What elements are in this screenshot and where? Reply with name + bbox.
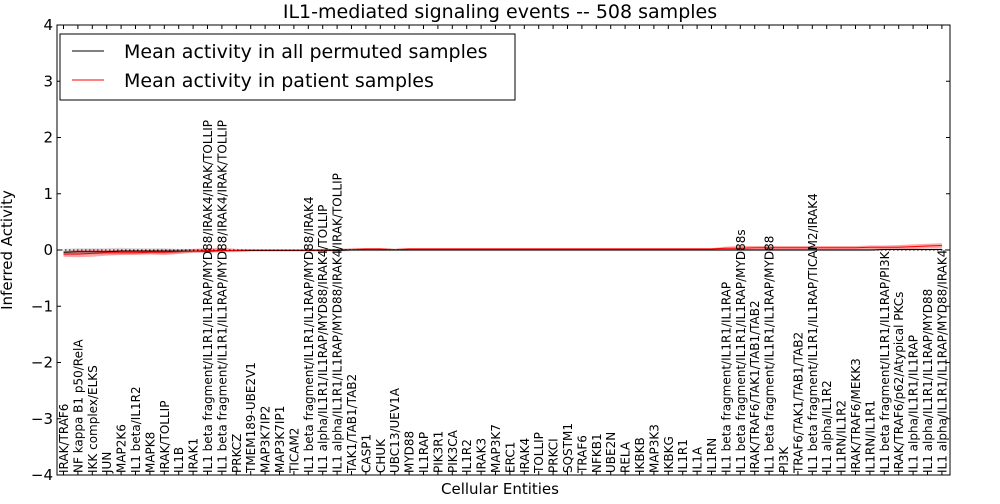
x-tick-label: TAK1/TAB1/TAB2 [345,374,359,474]
x-tick-label: PIK3R1 [431,431,445,473]
x-tick-label: CHUK [374,438,388,473]
y-tick-label: 1 [43,185,53,203]
x-tick-label: NFKB1 [590,433,604,473]
y-tick-label: 2 [43,129,53,147]
legend: Mean activity in all permuted samples Me… [59,33,516,101]
x-tick-label: IL1RN/IL1R1 [863,400,877,473]
legend-box [59,33,516,101]
x-tick-label: IRAK/TRAF6/TAK1/TAB1/TAB2 [748,300,762,473]
x-tick-label: IRAK/TRAF6/p62/Atypical PKCs [892,292,906,473]
x-tick-label: IL1 alpha/IL1R1/IL1RAP/MYD88/IRAK4/TOLLI… [316,205,330,473]
y-tick-label: 4 [43,16,53,34]
x-tick-label: IL1 beta fragment/IL1R1/IL1RAP/MYD88/IRA… [201,120,215,473]
x-tick-label: MAPK8 [143,432,157,473]
x-tick-label: MAP3K7 [489,424,503,473]
x-tick-label: SQSTM1 [561,423,575,473]
x-tick-label: MAP2K6 [115,424,129,473]
plot-area-frame [56,24,951,476]
x-tick-label: CASP1 [359,434,373,473]
x-tick-label: IL1B [172,447,186,473]
chart-title: IL1-mediated signaling events -- 508 sam… [283,1,717,23]
x-tick-label: IL1 alpha/IL1R1/IL1RAP/MYD88/IRAK4/IRAK/… [331,173,345,473]
x-tick-label: IL1 beta fragment/IL1R1/IL1RAP/MYD88/IRA… [302,196,316,473]
x-tick-label: TRAF6/TAK1/TAB1/TAB2 [791,332,805,474]
x-tick-label: IRAK/TRAF6/MEKK3 [849,358,863,473]
x-tick-label: ERC1 [503,442,517,473]
x-tick-label: IL1 beta fragment/IL1R1/IL1RAP/TICAM2/IR… [806,193,820,473]
y-tick-label: 0 [43,241,53,259]
x-tick-label: PI3K [777,446,791,473]
x-tick-label: IL1 beta fragment/IL1R1/IL1RAP/MYD88/IRA… [215,120,229,473]
x-tick-label: IRAK3 [475,438,489,473]
x-tick-label: IL1RAP [417,432,431,473]
x-tick-label: NF kappa B1 p50/RelA [71,339,85,473]
x-tick-label: IL1R2 [460,439,474,473]
x-tick-label: TOLLIP [532,432,546,474]
legend-label-permuted: Mean activity in all permuted samples [124,41,487,63]
x-tick-label: MAP3K7IP1 [273,406,287,473]
x-tick-label: MAP3K7IP2 [259,406,273,473]
x-tick-label: UBE2N [604,432,618,473]
x-tick-label: IL1 alpha/IL1R2 [820,380,834,473]
x-tick-label: IRAK1 [187,438,201,473]
x-axis-label: Cellular Entities [441,480,559,498]
x-tick-label: IL1 beta/IL1R2 [129,386,143,473]
x-tick-label: MAP3K3 [647,424,661,473]
y-tick-label: 3 [43,72,53,90]
x-tick-label: IL1 beta fragment/IL1R1/IL1RAP/MYD88s [734,229,748,473]
series-lines [63,245,942,255]
y-tick-label: −1 [31,297,53,315]
x-tick-label: IL1RN/IL1R2 [835,400,849,473]
x-tick-label: IL1 beta fragment/IL1R1/IL1RAP/MYD88 [763,236,777,473]
x-tick-label: IKBKB [633,437,647,473]
legend-label-patient: Mean activity in patient samples [124,70,434,92]
x-tick-label: IL1 alpha/IL1R1/IL1RAP/MYD88/IRAK4 [935,250,949,473]
x-tick-label: IL1 beta fragment/IL1R1/IL1RAP [719,282,733,473]
x-tick-label: IRAK/TRAF6 [57,404,71,473]
y-tick-label: −2 [31,354,53,372]
y-tick-label: −4 [31,466,53,484]
y-axis-label: Inferred Activity [0,190,16,310]
x-tick-label: IL1R1 [676,439,690,473]
x-tick-label: MYD88 [403,431,417,473]
x-tick-label: IL1 alpha/IL1R1/IL1RAP [907,335,921,473]
x-tick-label: TICAM2 [287,428,301,474]
x-tick-label: IKBKG [662,436,676,473]
x-tick-label: TRAF6 [575,435,589,474]
x-tick-label: RELA [619,441,633,473]
x-tick-label: PRKCI [547,438,561,473]
x-tick-label: IRAK/TOLLIP [158,401,172,473]
x-tick-label: IL1RN [705,438,719,473]
x-tick-label: PIK3CA [446,429,460,473]
x-tick-label: IKK complex/ELKS [86,365,100,473]
x-tick-label: TMEM189-UBE2V1 [244,362,258,474]
y-tick-label: −3 [31,410,53,428]
x-tick-label: PRKCZ [230,434,244,473]
x-tick-label: IRAK4 [518,438,532,473]
series-line-1 [63,245,942,255]
y-axis-ticks: −4 −3 −2 −1 0 1 2 3 4 [31,16,950,484]
x-tick-label: IL1 alpha/IL1R1/IL1RAP/MYD88 [921,289,935,473]
x-tick-label: UBC13/UEV1A [388,387,402,473]
x-tick-label: IL1 beta fragment/IL1R1/IL1RAP/PI3K [878,250,892,473]
x-tick-label: JUN [100,452,114,474]
x-tick-label: IL1A [691,446,705,473]
x-axis-ticks: IRAK/TRAF6 NF kappa B1 p50/RelA IKK comple… [57,25,949,475]
